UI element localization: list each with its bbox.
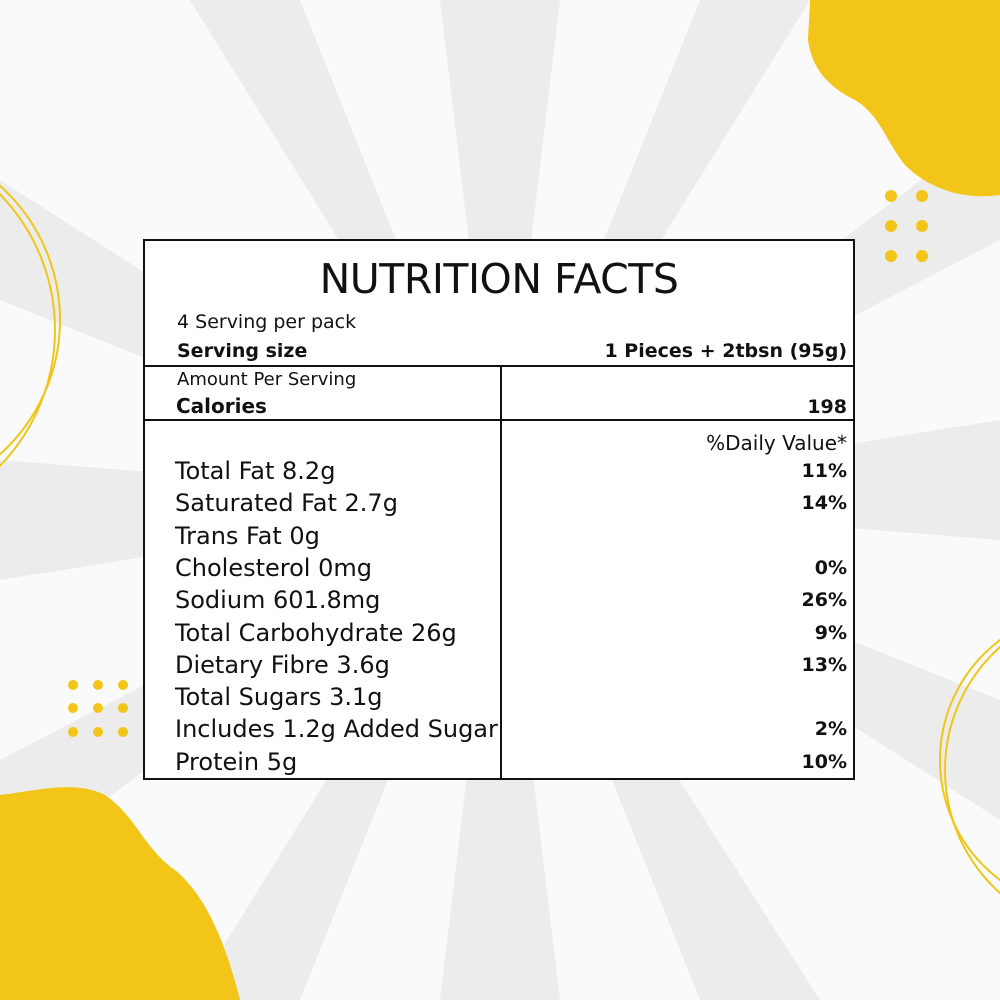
nutrition-facts-label: NUTRITION FACTS 4 Serving per pack Servi… — [143, 239, 855, 780]
nutrient-name: Sodium 601.8mg — [175, 586, 381, 614]
nutrient-name: Saturated Fat 2.7g — [175, 489, 398, 517]
nutrient-name: Protein 5g — [175, 748, 298, 776]
nutrient-name: Total Carbohydrate 26g — [175, 619, 457, 647]
amount-per-serving: Amount Per Serving — [177, 369, 357, 390]
divider-calories — [145, 419, 853, 421]
serving-size-label: Serving size — [177, 340, 308, 362]
servings-per-pack: 4 Serving per pack — [177, 311, 357, 333]
calories-value: 198 — [807, 396, 847, 418]
nutrient-daily-value: 0% — [814, 557, 847, 579]
nutrient-name: Dietary Fibre 3.6g — [175, 651, 390, 679]
dot-grid-top-right — [885, 190, 928, 262]
nutrient-name: Cholesterol 0mg — [175, 554, 372, 582]
daily-value-header: %Daily Value* — [706, 431, 847, 455]
yellow-blob-top-right — [808, 0, 1000, 197]
yellow-ring-right — [939, 638, 1000, 895]
calories-label: Calories — [176, 394, 267, 418]
nutrient-daily-value: 10% — [801, 751, 847, 773]
nutrient-daily-value: 26% — [801, 589, 847, 611]
yellow-ring-left — [0, 184, 61, 468]
nutrient-name: Total Sugars 3.1g — [175, 683, 383, 711]
nutrient-name: Trans Fat 0g — [175, 522, 320, 550]
nutrient-daily-value: 2% — [814, 718, 847, 740]
yellow-blob-bottom-left — [0, 787, 240, 1000]
nutrient-name: Total Fat 8.2g — [175, 457, 336, 485]
nutrient-daily-value: 14% — [801, 492, 847, 514]
serving-size-value: 1 Pieces + 2tbsn (95g) — [604, 340, 847, 362]
divider-serving — [145, 365, 853, 367]
nutrient-name: Includes 1.2g Added Sugar — [175, 715, 498, 743]
nutrient-daily-value: 9% — [814, 622, 847, 644]
nutrient-daily-value: 11% — [801, 460, 847, 482]
dot-grid-left — [68, 680, 128, 737]
column-divider — [500, 365, 502, 778]
label-title: NUTRITION FACTS — [319, 255, 679, 303]
nutrient-daily-value: 13% — [801, 654, 847, 676]
